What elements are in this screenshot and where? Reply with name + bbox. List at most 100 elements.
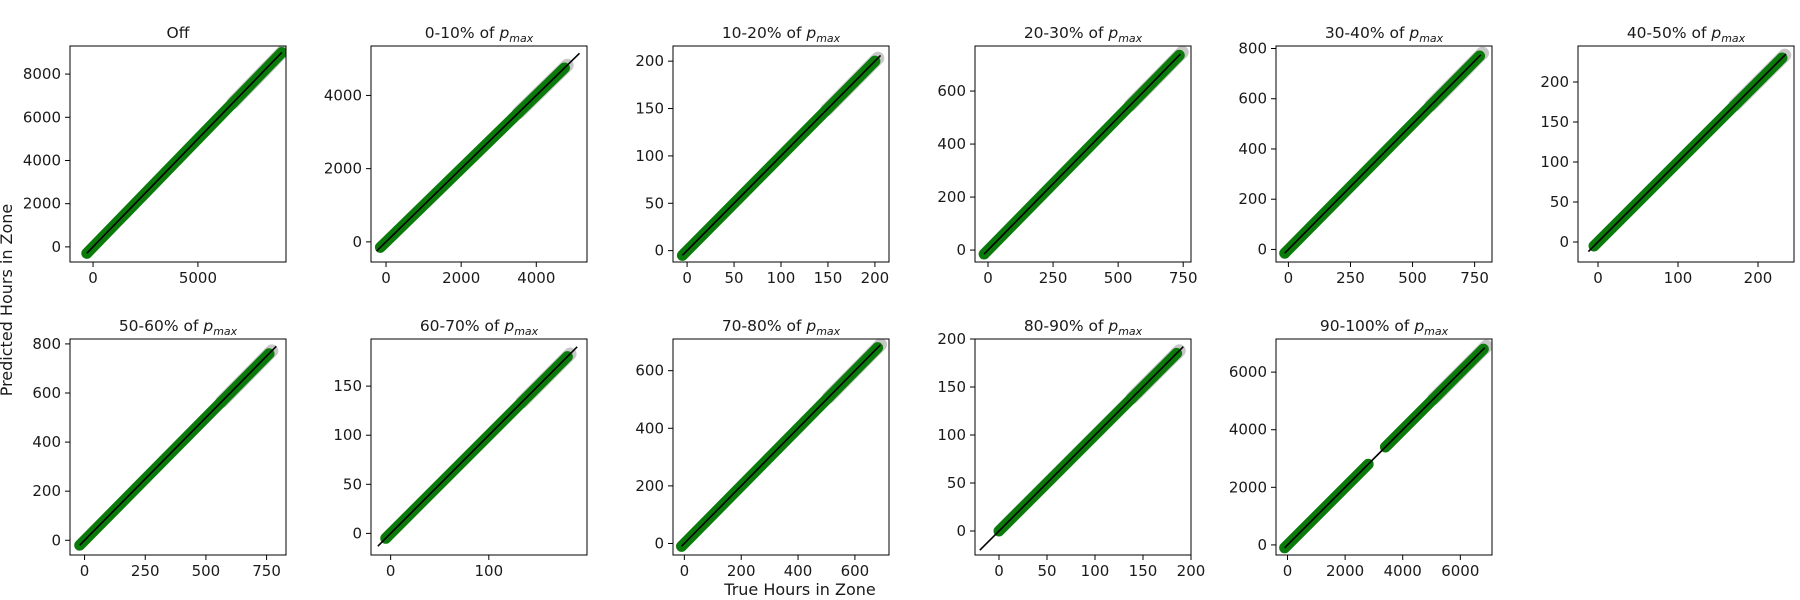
y-tick-label: 0: [51, 531, 61, 549]
data-layer: [1587, 48, 1792, 253]
y-tick-label: 400: [1238, 140, 1267, 158]
x-tick-label: 5000: [179, 269, 217, 287]
identity-line: [86, 51, 283, 254]
y-tick-label: 0: [1559, 233, 1569, 251]
data-layer: [74, 344, 279, 551]
x-tick-label: 0: [88, 269, 98, 287]
y-tick-label: 600: [937, 82, 966, 100]
y-tick-label: 4000: [1229, 421, 1267, 439]
x-axis-label: True Hours in Zone: [723, 580, 875, 599]
x-tick-label: 0: [682, 269, 692, 287]
panel-title: 0-10% of pmax: [425, 24, 534, 45]
panel-4: 0 250 500 750 0 200 400 600 20-30% of pmax: [937, 24, 1197, 287]
identity-line: [681, 54, 882, 256]
x-tick-label: 150: [1129, 562, 1158, 580]
y-tick-label: 200: [635, 52, 664, 70]
x-tick-label: 750: [1460, 269, 1489, 287]
data-layer: [979, 344, 1186, 551]
plot-frame: [370, 338, 588, 556]
panel-2: 0 2000 4000 0 2000 4000 0-10% of pmax: [324, 24, 588, 287]
data-layer: [978, 46, 1189, 260]
y-tick-label: 400: [937, 135, 966, 153]
plot-frame: [974, 338, 1192, 556]
y-tick-label: 150: [333, 377, 362, 395]
x-tick-label: 0: [983, 269, 993, 287]
x-tick-label: 0: [80, 562, 90, 580]
y-tick-label: 100: [333, 426, 362, 444]
plot-frame: [1275, 45, 1493, 263]
panel-title: Off: [167, 24, 190, 42]
y-tick-label: 0: [1257, 240, 1267, 258]
panel-title: 70-80% of pmax: [722, 317, 841, 338]
y-axis-label: Predicted Hours in Zone: [0, 204, 16, 397]
plot-frame: [370, 45, 588, 263]
panel-6: 0 100 200 0 50 100 150 200 40-50% of pmax: [1540, 24, 1795, 287]
identity-line: [377, 346, 578, 547]
x-tick-label: 600: [841, 562, 870, 580]
y-tick-label: 6000: [1229, 363, 1267, 381]
identity-line: [1284, 54, 1482, 254]
y-tick-label: 150: [937, 378, 966, 396]
data-layer: [374, 52, 581, 253]
panel-9: 0 200 400 600 0 200 400 600 70-80% of pmax: [635, 317, 890, 580]
y-tick-label: 100: [635, 147, 664, 165]
panel-title: 60-70% of pmax: [420, 317, 539, 338]
y-tick-label: 2000: [23, 195, 61, 213]
y-tick-label: 400: [32, 433, 61, 451]
x-tick-label: 500: [192, 562, 221, 580]
plot-frame: [1577, 45, 1795, 263]
y-tick-label: 100: [1540, 153, 1569, 171]
panel-8: 0 100 0 50 100 150 60-70% of pmax: [333, 317, 588, 580]
plot-frame: [1275, 338, 1493, 556]
x-tick-label: 0: [381, 269, 391, 287]
y-tick-label: 200: [635, 477, 664, 495]
plot-frame: [974, 45, 1192, 263]
x-tick-label: 0: [994, 562, 1004, 580]
x-tick-label: 150: [814, 269, 843, 287]
identity-line: [983, 53, 1182, 255]
y-tick-label: 400: [635, 419, 664, 437]
y-tick-label: 800: [1238, 40, 1267, 58]
x-tick-label: 50: [1037, 562, 1056, 580]
y-tick-label: 50: [343, 475, 362, 493]
x-tick-label: 750: [1169, 269, 1198, 287]
x-tick-label: 0: [680, 562, 690, 580]
y-tick-label: 50: [947, 474, 966, 492]
x-tick-label: 200: [1744, 269, 1773, 287]
x-tick-label: 100: [1664, 269, 1693, 287]
data-layer: [81, 46, 286, 259]
x-tick-label: 500: [1104, 269, 1133, 287]
panel-title: 40-50% of pmax: [1627, 24, 1746, 45]
panel-title: 90-100% of pmax: [1320, 317, 1449, 338]
data-layer: [377, 346, 578, 547]
y-tick-label: 0: [956, 522, 966, 540]
y-tick-label: 0: [51, 238, 61, 256]
y-tick-label: 600: [635, 362, 664, 380]
identity-line: [1284, 347, 1486, 549]
panel-1: 0 5000 0 2000 4000 6000 8000 Off: [23, 24, 287, 287]
y-tick-label: 600: [1238, 90, 1267, 108]
y-tick-label: 0: [1257, 536, 1267, 554]
x-tick-label: 2000: [1326, 562, 1364, 580]
panel-title: 30-40% of pmax: [1325, 24, 1444, 45]
y-tick-label: 2000: [1229, 478, 1267, 496]
plot-frame: [69, 45, 287, 263]
x-tick-label: 500: [1398, 269, 1427, 287]
panel-title: 80-90% of pmax: [1024, 317, 1143, 338]
x-tick-label: 250: [1336, 269, 1365, 287]
x-tick-label: 0: [386, 562, 396, 580]
y-tick-label: 4000: [23, 151, 61, 169]
x-tick-label: 400: [784, 562, 813, 580]
y-tick-label: 50: [645, 194, 664, 212]
data-layer: [676, 339, 888, 552]
panel-11: 0 2000 4000 6000 0 2000 4000 6000 90-100% of pma…: [1229, 317, 1493, 580]
panel-7: 0 250 500 750 0 200 400 600 800 50-60% of pmax: [32, 317, 287, 580]
panel-10: 0 50 100 150 200 0 50 100 150 200 80-90% of pmax: [937, 317, 1205, 580]
panel-title: 50-60% of pmax: [119, 317, 238, 338]
x-tick-label: 4000: [1384, 562, 1422, 580]
y-tick-label: 0: [352, 233, 362, 251]
y-tick-label: 200: [1238, 190, 1267, 208]
identity-line: [979, 346, 1184, 551]
y-tick-label: 200: [1540, 73, 1569, 91]
